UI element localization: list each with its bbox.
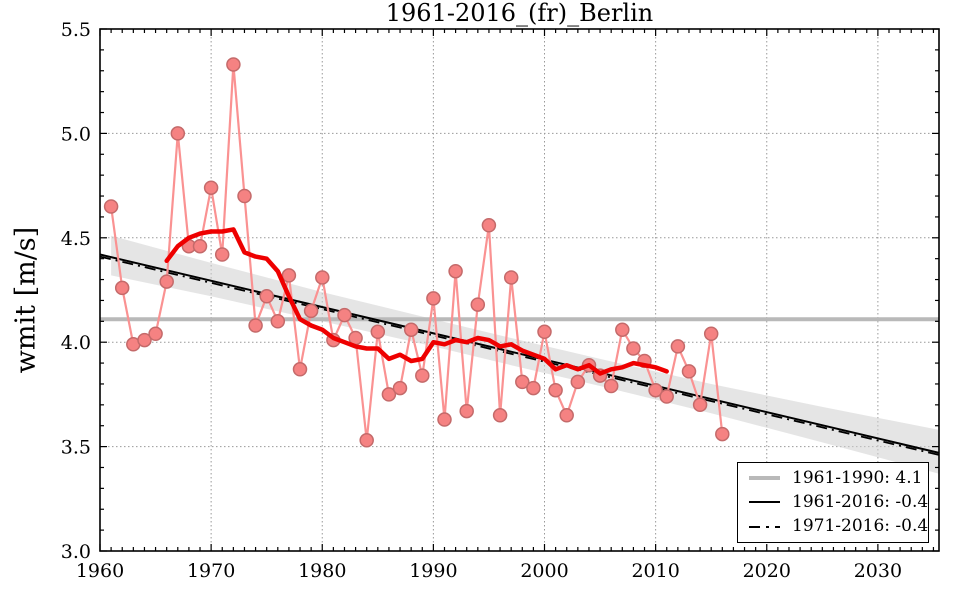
data-point xyxy=(392,380,408,396)
legend-row-trend-dashdot: 1971-2016: -0.4 xyxy=(738,515,928,539)
data-point xyxy=(570,374,586,390)
data-point xyxy=(459,403,474,419)
data-point xyxy=(337,307,352,323)
data-point xyxy=(137,332,152,348)
data-point xyxy=(259,289,274,304)
axes-border xyxy=(99,28,940,552)
data-point xyxy=(203,180,219,195)
chart-title: 1961-2016_(fr)_Berlin xyxy=(385,0,654,27)
legend-box: 1961-1990: 4.1 1961-2016: -0.4 1971-2016… xyxy=(737,462,929,543)
data-point xyxy=(448,263,463,279)
data-point xyxy=(237,188,252,204)
data-point xyxy=(170,126,186,141)
y-tick-label: 5.0 xyxy=(61,123,91,145)
y-tick-label: 3.5 xyxy=(61,437,91,459)
data-point xyxy=(359,433,374,448)
x-tick-label: 2010 xyxy=(631,560,679,582)
legend-row-reference: 1961-1990: 4.1 xyxy=(738,466,928,490)
x-tick-label: 1960 xyxy=(76,560,124,582)
data-point xyxy=(715,426,730,442)
data-point xyxy=(370,324,386,340)
x-tick-label: 2020 xyxy=(743,560,791,582)
data-point xyxy=(270,314,286,329)
data-point xyxy=(481,218,497,233)
legend-sample-dashdot-line xyxy=(749,525,780,528)
data-point xyxy=(381,387,397,402)
data-point xyxy=(437,412,452,427)
legend-label: 1961-2016: -0.4 xyxy=(792,491,929,512)
legend-sample-solid-line xyxy=(749,501,780,504)
data-point xyxy=(615,322,630,337)
data-point xyxy=(681,364,697,379)
data-point xyxy=(315,270,330,285)
data-point xyxy=(103,199,119,214)
annual-series-line xyxy=(110,63,724,442)
data-point xyxy=(603,378,619,394)
x-tick-label: 1990 xyxy=(409,560,457,582)
data-point xyxy=(492,408,508,423)
data-point xyxy=(226,57,241,72)
data-point xyxy=(626,341,641,356)
y-tick-label: 4.5 xyxy=(61,228,91,250)
data-point xyxy=(281,268,297,283)
data-point xyxy=(659,389,674,404)
y-tick-label: 5.5 xyxy=(61,19,91,41)
data-point xyxy=(703,326,719,342)
data-point xyxy=(515,374,530,390)
data-point xyxy=(526,380,541,396)
data-point xyxy=(114,280,130,296)
data-point xyxy=(292,362,308,377)
data-point xyxy=(248,318,263,333)
data-point xyxy=(426,291,441,306)
data-point xyxy=(559,408,574,423)
data-point xyxy=(192,238,208,254)
legend-label: 1971-2016: -0.4 xyxy=(792,516,929,537)
data-point xyxy=(403,322,419,337)
data-point xyxy=(470,297,486,312)
x-tick-label: 2030 xyxy=(854,560,902,582)
legend-row-trend-solid: 1961-2016: -0.4 xyxy=(738,490,928,514)
data-point xyxy=(548,382,563,398)
data-point xyxy=(159,274,174,289)
data-point xyxy=(503,270,519,285)
y-axis-label: wmit [m/s] xyxy=(10,226,42,374)
data-point xyxy=(670,339,686,354)
data-point xyxy=(148,326,163,342)
y-tick-label: 4.0 xyxy=(61,332,91,354)
running-mean-line xyxy=(164,227,669,376)
y-tick-label: 3.0 xyxy=(61,541,91,563)
data-point xyxy=(303,303,319,319)
data-point xyxy=(537,324,552,340)
data-point xyxy=(415,368,430,383)
data-point xyxy=(692,397,708,413)
legend-label: 1961-1990: 4.1 xyxy=(792,467,923,488)
x-tick-label: 1970 xyxy=(187,560,235,582)
x-tick-label: 1980 xyxy=(298,560,346,582)
data-point xyxy=(214,247,230,262)
x-tick-label: 2000 xyxy=(520,560,568,582)
data-point xyxy=(648,382,663,398)
legend-sample-gray-line xyxy=(749,476,780,481)
